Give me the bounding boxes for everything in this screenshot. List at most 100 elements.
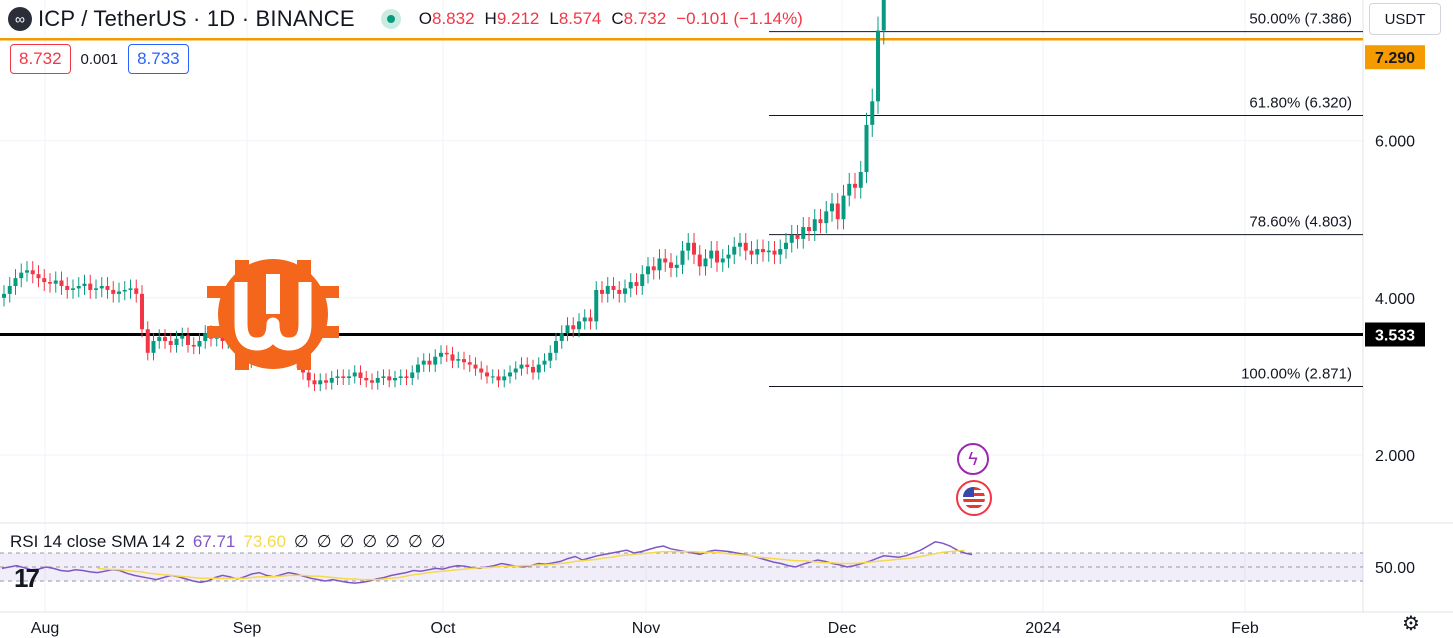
candle-body (830, 203, 834, 212)
rsi-extra-value: ∅ (407, 532, 423, 551)
candle-body (375, 377, 380, 383)
us-flag-icon[interactable] (956, 480, 992, 516)
rsi-extra-value: ∅ (293, 532, 309, 551)
candle-body (749, 250, 754, 255)
candle-body (387, 376, 392, 381)
candle-body (94, 288, 98, 290)
ohlc-item: H9.212 (485, 9, 540, 29)
candle-body (13, 278, 18, 287)
candle-body (841, 195, 846, 220)
ohlc-key: C (611, 9, 624, 28)
rsi-legend[interactable]: RSI 14 close SMA 14 2 67.71 73.60 ∅ ∅ ∅ ∅ ∅ ∅… (10, 532, 454, 552)
time-axis-label: Sep (233, 620, 262, 637)
candle-body (186, 335, 190, 345)
candle-body (772, 250, 777, 255)
candle-body (145, 329, 150, 353)
candle-body (778, 249, 783, 255)
rsi-extra-values: ∅ ∅ ∅ ∅ ∅ ∅ ∅ (294, 532, 454, 552)
candle-body (847, 183, 852, 196)
candle-body (663, 258, 668, 263)
sell-button[interactable]: 8.732 (10, 44, 71, 74)
candle-body (312, 380, 317, 385)
candle-body (163, 337, 167, 342)
price-axis-label: 6.000 (1375, 134, 1415, 151)
candle-body (720, 258, 725, 263)
candle-body (485, 372, 489, 377)
candle-body (82, 283, 87, 287)
fibonacci-retracement: 0.00% (11.900)23.60% (9.769)38.20% (8.45… (769, 11, 1363, 388)
candle-body (335, 376, 340, 378)
candle-body (456, 359, 461, 361)
candle-body (358, 372, 363, 378)
fib-level-label: 61.80% (6.320) (1249, 94, 1352, 111)
price-tag-label: 7.290 (1375, 50, 1415, 67)
tradingview-logo-icon[interactable]: 17 (14, 563, 40, 593)
candle-body (513, 368, 518, 373)
time-axis-label: Dec (828, 620, 856, 637)
candle-body (732, 246, 737, 255)
candle-body (674, 264, 679, 268)
candle-body (427, 360, 432, 365)
ohlc-value: −0.101 (−1.14%) (676, 9, 803, 28)
gear-icon[interactable]: ⚙ (1402, 613, 1420, 635)
price-tag-bg (1365, 45, 1425, 70)
candle-body (605, 286, 610, 294)
time-axis-label: 2024 (1025, 620, 1061, 637)
candle-body (502, 376, 507, 381)
candle-body (168, 341, 173, 345)
rsi-pane: 50.00 (0, 541, 1415, 584)
candle-body (588, 317, 593, 322)
candle-body (594, 289, 599, 322)
candle-body (220, 337, 225, 342)
candle-body (433, 356, 438, 365)
candle-body (364, 377, 369, 381)
candle-body (611, 286, 616, 290)
lightning-icon[interactable]: ϟ (957, 443, 989, 475)
candle-body (525, 364, 530, 367)
candle-body (686, 242, 691, 251)
spread-value: 0.001 (80, 50, 119, 68)
candle-body (565, 325, 570, 334)
candle-body (784, 242, 788, 250)
rsi-value: 67.71 (192, 532, 236, 551)
rsi-label: RSI 14 close SMA 14 2 (10, 532, 185, 551)
exchange-logo-icon (207, 254, 339, 383)
candle-body (76, 286, 81, 289)
candle-body (703, 258, 708, 267)
candle-body (824, 211, 829, 224)
candle-body (571, 325, 576, 330)
trade-prices: 8.732 0.001 8.733 (10, 44, 189, 74)
infinity-icon[interactable]: ∞ (8, 7, 32, 31)
ohlc-item: C8.732 (611, 9, 666, 29)
candle-body (623, 288, 627, 294)
ohlc-item: L8.574 (549, 9, 601, 29)
ohlc-key: L (549, 9, 559, 28)
candle-body (473, 364, 478, 369)
candle-body (122, 289, 127, 292)
candle-body (352, 372, 357, 377)
candle-body (519, 364, 524, 369)
grid-lines (0, 0, 1363, 612)
candle-body (174, 338, 179, 345)
candle-body (381, 376, 386, 378)
candle-body (577, 321, 581, 330)
candle-body (496, 376, 501, 381)
candle-body (347, 376, 351, 378)
candle-body (559, 333, 564, 342)
rsi-sma-value: 73.60 (243, 532, 286, 551)
candle-body (789, 234, 794, 243)
buy-button[interactable]: 8.733 (128, 44, 189, 74)
symbol-title[interactable]: ICP / TetherUS · 1D · BINANCE (38, 6, 355, 31)
candle-body (59, 280, 64, 287)
ohlc-item: −0.101 (−1.14%) (676, 9, 803, 29)
currency-selector[interactable]: USDT (1369, 3, 1441, 35)
candle-body (341, 376, 346, 378)
candle-body (105, 286, 110, 290)
candle-body (393, 377, 397, 381)
candle-body (197, 341, 202, 347)
market-open-icon (380, 9, 401, 29)
rsi-extra-value: ∅ (316, 532, 332, 551)
fib-level-label: 50.00% (7.386) (1249, 11, 1352, 28)
time-axis-label: Oct (431, 620, 456, 637)
